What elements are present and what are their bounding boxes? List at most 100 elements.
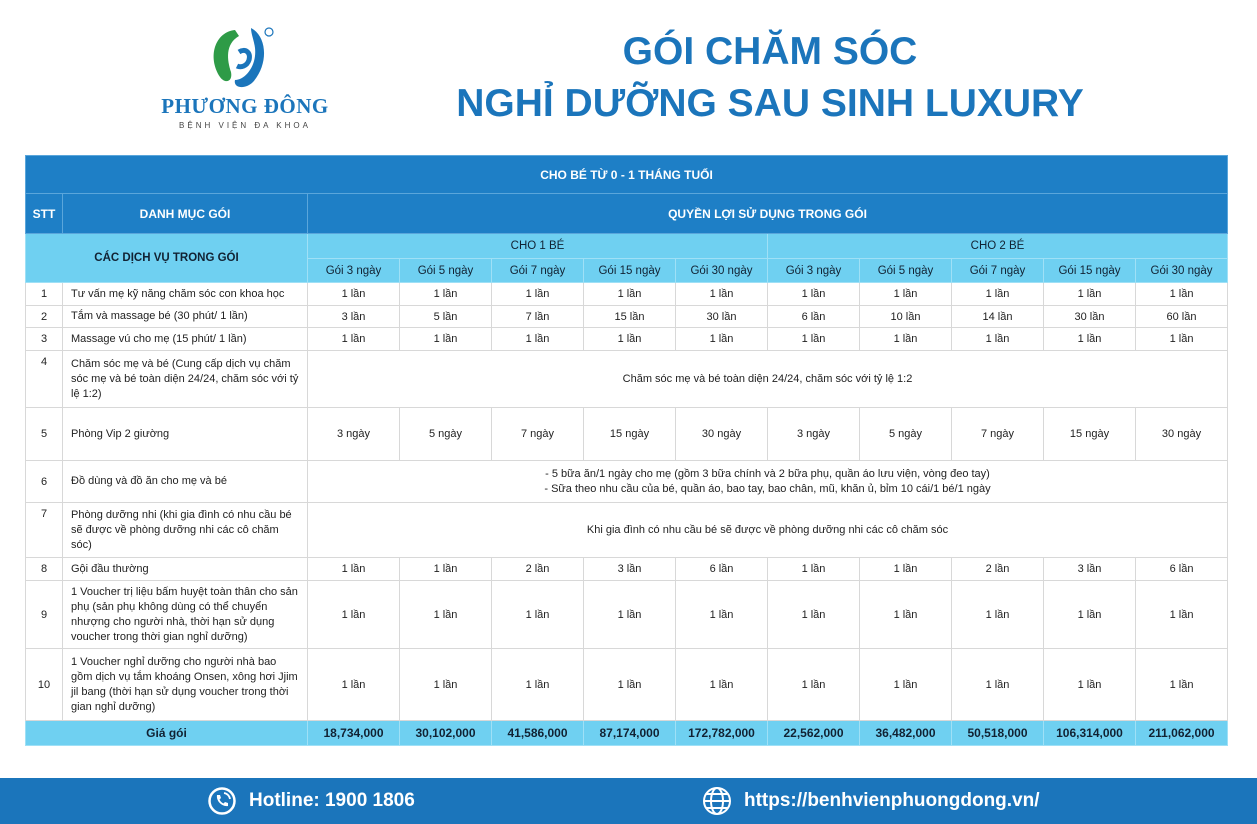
- row-service-name: Tư vấn mẹ kỹ năng chăm sóc con khoa học: [62, 282, 308, 306]
- price-label: Giá gói: [25, 720, 308, 746]
- price-cell: 36,482,000: [859, 720, 952, 746]
- benefit-cell: 30 ngày: [1134, 407, 1229, 461]
- benefit-cell: 1 lần: [399, 648, 492, 721]
- benefit-line: Khi gia đình có nhu cầu bé sẽ được về ph…: [586, 523, 949, 536]
- title-line-2: NGHỈ DƯỠNG SAU SINH LUXURY: [456, 82, 1084, 125]
- website-link[interactable]: https://benhvienphuongdong.vn/: [702, 778, 1040, 824]
- benefit-cell: 1 lần: [951, 282, 1044, 306]
- phone-icon: [208, 787, 236, 815]
- benefit-cell: 1 lần: [767, 557, 860, 581]
- benefit-line: - 5 bữa ăn/1 ngày cho mẹ (gồm 3 bữa chín…: [545, 467, 990, 480]
- benefit-cell: 1 lần: [399, 282, 492, 306]
- hotline[interactable]: Hotline: 1900 1806: [207, 778, 415, 824]
- benefit-cell: 7 ngày: [951, 407, 1044, 461]
- benefit-cell: 30 lần: [1043, 305, 1136, 328]
- benefit-cell: 15 ngày: [1043, 407, 1136, 461]
- row-stt: 6: [25, 460, 63, 503]
- row-service-name: 1 Voucher nghỉ dưỡng cho người nhà bao g…: [62, 648, 308, 721]
- header-group-1-baby: CHO 1 BÉ: [307, 233, 768, 259]
- table-row: 2 Tắm và massage bé (30 phút/ 1 lần) 3 lần…: [25, 305, 1229, 328]
- benefit-cell: 1 lần: [1134, 648, 1229, 721]
- merged-benefit-cell: - 5 bữa ăn/1 ngày cho mẹ (gồm 3 bữa chín…: [306, 460, 1229, 503]
- hotline-text: Hotline: 1900 1806: [249, 790, 415, 811]
- row-stt: 3: [25, 327, 63, 351]
- page-title: GÓI CHĂM SÓC NGHỈ DƯỠNG SAU SINH LUXURY: [420, 26, 1120, 130]
- benefit-cell: 1 lần: [583, 648, 676, 721]
- benefit-cell: 1 lần: [1043, 327, 1136, 351]
- benefit-cell: 1 lần: [491, 282, 584, 306]
- benefit-cell: 1 lần: [1043, 580, 1136, 649]
- price-row: Giá gói 18,734,000 30,102,000 41,586,000 87,…: [25, 720, 1229, 746]
- benefit-cell: 1 lần: [307, 282, 400, 306]
- logo-brand: PHƯƠNG ĐÔNG: [161, 94, 329, 118]
- benefit-cell: 5 ngày: [399, 407, 492, 461]
- table-row: 7 Phòng dưỡng nhi (khi gia đình có nhu cầ…: [25, 502, 1229, 558]
- benefit-cell: 1 lần: [767, 648, 860, 721]
- benefit-cell: 14 lần: [951, 305, 1044, 328]
- benefit-cell: 6 lần: [675, 557, 768, 581]
- package-header: Gói 30 ngày: [675, 258, 768, 283]
- row-service-name: Phòng dưỡng nhi (khi gia đình có nhu cầu…: [62, 502, 308, 558]
- benefit-cell: 1 lần: [307, 557, 400, 581]
- price-cell: 106,314,000: [1043, 720, 1136, 746]
- row-stt: 8: [25, 557, 63, 581]
- package-header: Gói 5 ngày: [859, 258, 952, 283]
- price-cell: 172,782,000: [675, 720, 768, 746]
- benefit-cell: 3 ngày: [767, 407, 860, 461]
- benefit-cell: 1 lần: [583, 327, 676, 351]
- row-stt: 4: [25, 350, 63, 408]
- benefit-cell: 1 lần: [307, 580, 400, 649]
- benefit-cell: 1 lần: [859, 648, 952, 721]
- benefit-cell: 15 ngày: [583, 407, 676, 461]
- header-stt: STT: [25, 193, 63, 234]
- benefit-cell: 1 lần: [859, 580, 952, 649]
- benefit-cell: 3 lần: [307, 305, 400, 328]
- package-header: Gói 3 ngày: [307, 258, 400, 283]
- benefit-cell: 1 lần: [399, 327, 492, 351]
- benefit-cell: 1 lần: [491, 580, 584, 649]
- benefit-cell: 30 ngày: [675, 407, 768, 461]
- benefit-cell: 1 lần: [399, 557, 492, 581]
- pricing-table: CHO BÉ TỪ 0 - 1 THÁNG TUỔI STT DANH MỤC …: [24, 155, 1229, 746]
- benefit-cell: 1 lần: [951, 327, 1044, 351]
- benefit-cell: 1 lần: [951, 580, 1044, 649]
- package-header: Gói 15 ngày: [583, 258, 676, 283]
- benefit-cell: 7 lần: [491, 305, 584, 328]
- footer-bar: Hotline: 1900 1806 https://benhvienphuon…: [0, 778, 1257, 824]
- benefit-cell: 1 lần: [675, 648, 768, 721]
- benefit-cell: 10 lần: [859, 305, 952, 328]
- benefit-cell: 1 lần: [307, 648, 400, 721]
- price-cell: 87,174,000: [583, 720, 676, 746]
- benefit-cell: 1 lần: [675, 282, 768, 306]
- row-service-name: Phòng Vip 2 giường: [62, 407, 308, 461]
- row-service-name: Tắm và massage bé (30 phút/ 1 lần): [62, 305, 308, 328]
- price-cell: 30,102,000: [399, 720, 492, 746]
- benefit-cell: 6 lần: [767, 305, 860, 328]
- benefit-cell: 6 lần: [1134, 557, 1229, 581]
- globe-icon: [703, 787, 731, 815]
- benefit-cell: 1 lần: [859, 282, 952, 306]
- benefit-cell: 3 ngày: [307, 407, 400, 461]
- price-cell: 50,518,000: [951, 720, 1044, 746]
- benefit-cell: 1 lần: [1043, 282, 1136, 306]
- benefit-cell: 1 lần: [307, 327, 400, 351]
- price-cell: 22,562,000: [767, 720, 860, 746]
- benefit-cell: 2 lần: [951, 557, 1044, 581]
- table-row: 8 Gội đầu thường 1 lần 1 lần 2 lần 3 lần 6 lần…: [25, 557, 1229, 581]
- row-service-name: Massage vú cho mẹ (15 phút/ 1 lần): [62, 327, 308, 351]
- benefit-cell: 1 lần: [491, 327, 584, 351]
- price-cell: 211,062,000: [1134, 720, 1229, 746]
- benefit-cell: 7 ngày: [491, 407, 584, 461]
- header-category: DANH MỤC GÓI: [62, 193, 308, 234]
- benefit-cell: 5 lần: [399, 305, 492, 328]
- row-stt: 5: [25, 407, 63, 461]
- benefit-cell: 1 lần: [1134, 327, 1229, 351]
- benefit-cell: 1 lần: [1134, 580, 1229, 649]
- package-header: Gói 5 ngày: [399, 258, 492, 283]
- table-row: 6 Đồ dùng và đồ ăn cho mẹ và bé - 5 bữa ăn…: [25, 460, 1229, 503]
- merged-benefit-cell: Khi gia đình có nhu cầu bé sẽ được về ph…: [306, 502, 1229, 558]
- header-group-2-babies: CHO 2 BÉ: [766, 233, 1229, 259]
- header-benefits: QUYỀN LỢI SỬ DỤNG TRONG GÓI: [306, 193, 1229, 234]
- price-cell: 18,734,000: [307, 720, 400, 746]
- row-service-name: Chăm sóc mẹ và bé (Cung cấp dịch vụ chăm…: [62, 350, 308, 408]
